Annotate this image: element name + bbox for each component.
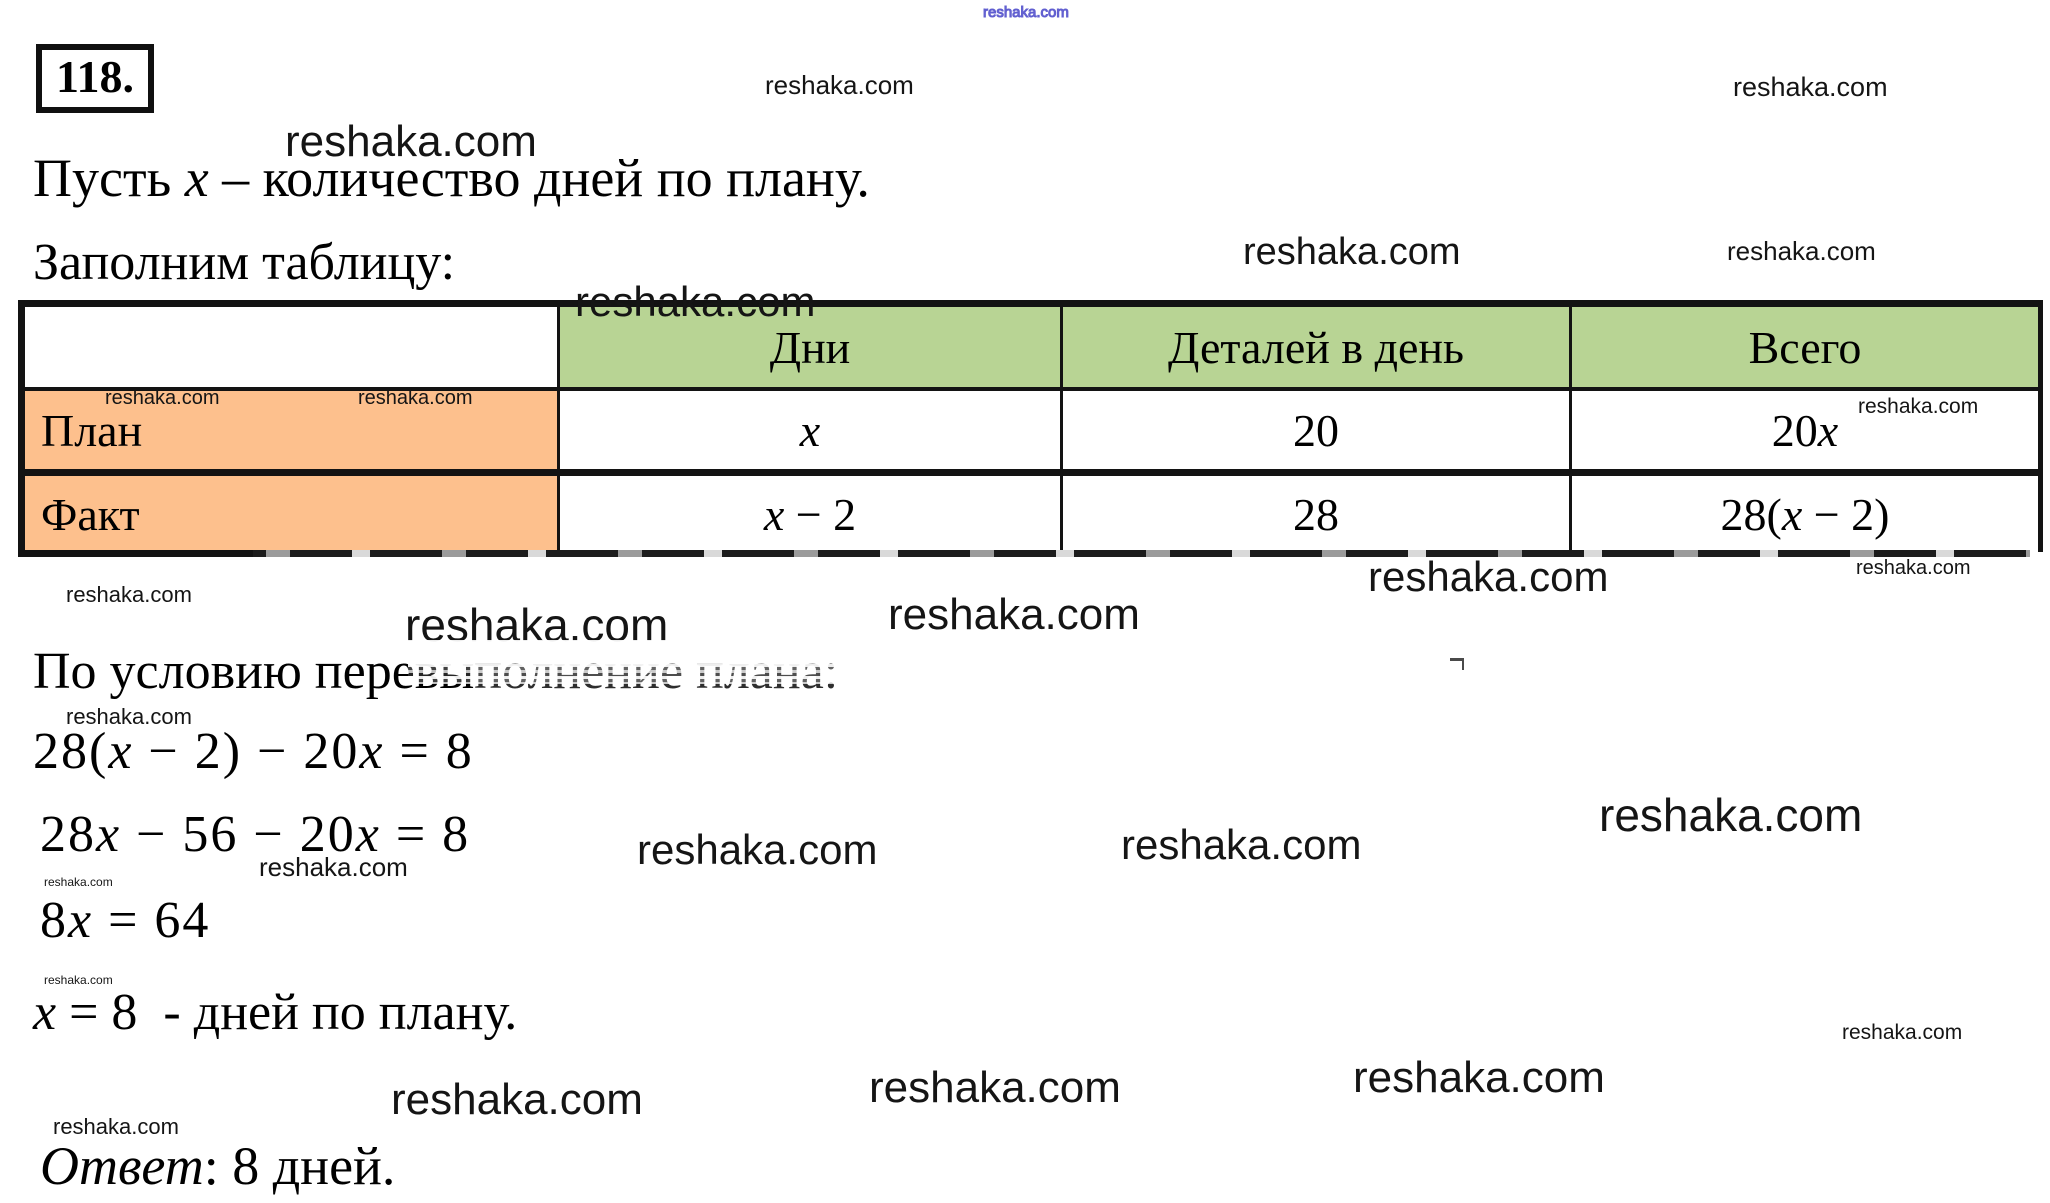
watermark: reshaka.com — [1353, 1053, 1605, 1102]
watermark: reshaka.com — [66, 582, 192, 607]
intro-post: – количество дней по плану. — [208, 148, 870, 208]
watermark: reshaka.com — [44, 875, 113, 889]
problem-number-box: 118. — [36, 44, 154, 113]
table-header-total: Всего — [1569, 300, 2043, 391]
watermark: reshaka.com — [105, 387, 220, 409]
watermark: reshaka.com — [259, 852, 408, 882]
watermark: reshaka.com — [637, 826, 878, 873]
table-bottom-dashed-edge — [18, 550, 2030, 557]
table-corner-cell — [18, 300, 560, 391]
table-bottom-left-edge — [18, 550, 253, 557]
watermark: reshaka.com — [1733, 72, 1888, 102]
equation-2: 28x − 56 − 20x = 8 — [40, 806, 471, 863]
fact-per-day-cell: 28 — [1060, 471, 1572, 552]
watermark: reshaka.com — [391, 1075, 643, 1124]
plan-days-cell: x — [557, 387, 1063, 476]
problem-number: 118. — [56, 51, 134, 102]
table-header-per-day: Деталей в день — [1060, 300, 1572, 391]
plan-per-day-cell: 20 — [1060, 387, 1572, 476]
table-header-row: Дни Деталей в день Всего — [18, 300, 2043, 391]
intro-variable: x — [184, 148, 209, 208]
watermark: reshaka.com — [888, 590, 1140, 639]
watermark: reshaka.com — [1599, 789, 1863, 841]
watermark: reshaka.com — [1121, 821, 1362, 868]
watermark: reshaka.com — [765, 70, 914, 100]
watermark: reshaka.com — [1858, 395, 1979, 418]
watermark: reshaka.com — [1727, 236, 1876, 266]
watermark: reshaka.com — [285, 117, 537, 166]
table-row-plan: План x 20 20x — [18, 387, 2043, 476]
scan-artifact — [1450, 658, 1464, 670]
solution-table: Дни Деталей в день Всего План x 20 20x Ф… — [18, 300, 2043, 552]
equation-1: 28(x − 2) − 20x = 8 — [33, 723, 474, 780]
table-row-fact: Факт x − 2 28 28(x − 2) — [18, 471, 2043, 552]
erased-watermark-streaks — [408, 640, 1018, 684]
plan-total-cell: 20x — [1569, 387, 2043, 476]
answer-label: Ответ — [40, 1136, 204, 1196]
watermark: reshaka.com — [983, 4, 1070, 21]
row-label-fact: Факт — [18, 471, 560, 552]
fill-table-line: Заполним таблицу: — [33, 234, 456, 291]
table-header-days: Дни — [557, 300, 1063, 391]
watermark: reshaka.com — [358, 387, 473, 409]
equation-3: 8x = 64 — [40, 892, 211, 949]
condition-pre: По условию перевы — [33, 643, 475, 700]
watermark: reshaka.com — [1842, 1021, 1963, 1044]
fact-days-cell: x − 2 — [557, 471, 1063, 552]
watermark: reshaka.com — [66, 704, 192, 729]
watermark: reshaka.com — [575, 278, 816, 325]
fact-total-cell: 28(x − 2) — [1569, 471, 2043, 552]
watermark: reshaka.com — [44, 973, 113, 987]
answer-line: Ответ: 8 дней. — [40, 1138, 395, 1195]
watermark: reshaka.com — [53, 1114, 179, 1139]
watermark: reshaka.com — [1368, 553, 1609, 600]
answer-value: : 8 дней. — [203, 1136, 396, 1196]
intro-pre: Пусть — [33, 148, 185, 208]
solution-line: x = 8 - дней по плану. — [33, 984, 518, 1041]
watermark: reshaka.com — [869, 1063, 1121, 1112]
intro-line: Пусть x – количество дней по плану. — [33, 150, 870, 207]
row-label-plan: План — [18, 387, 560, 476]
watermark: reshaka.com — [1243, 231, 1461, 273]
solution-equation: x = 8 — [33, 984, 138, 1041]
solution-note: - дней по плану. — [163, 984, 518, 1041]
watermark: reshaka.com — [1856, 557, 1971, 579]
